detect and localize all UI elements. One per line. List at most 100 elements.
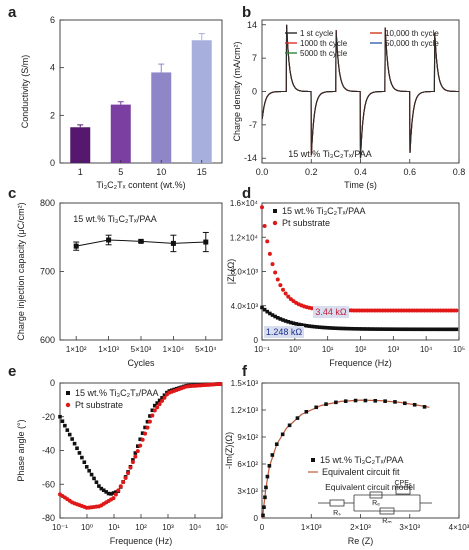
c-xtick-label: 1×10³: [98, 345, 119, 354]
d-point-0: [402, 327, 406, 332]
f-point: [324, 402, 328, 406]
d-point-0: [304, 323, 309, 328]
d-point-0: [399, 327, 404, 332]
d-point-1: [283, 291, 288, 296]
e-point-1: [152, 408, 157, 413]
d-point-0: [283, 319, 288, 323]
e-xtick-label: 10⁴: [189, 523, 202, 532]
f-circuit-title: Equivalent circuit model: [325, 482, 415, 492]
f-point: [261, 513, 265, 518]
d-point-0: [444, 327, 448, 332]
f-ytick-label: 9×10²: [237, 433, 258, 442]
d-point-1: [270, 262, 275, 267]
f-point: [412, 402, 417, 407]
f-xlabel: Re (Z): [348, 536, 374, 546]
d-point-0: [407, 327, 411, 332]
d-point-0: [420, 327, 425, 332]
c-point: [170, 240, 176, 246]
d-ytick-label: 1.6×10⁴: [230, 199, 259, 208]
d-legend-marker: [273, 209, 277, 213]
panel-label-e: e: [8, 363, 16, 380]
d-point-0: [430, 327, 435, 332]
e-xtick-label: 10⁵: [216, 523, 228, 532]
a-bar-1: [70, 127, 91, 163]
e-point-1: [145, 425, 150, 430]
e-xlabel: Frequence (Hz): [110, 536, 173, 546]
d-point-0: [328, 326, 333, 330]
e-ytick-label: -20: [42, 412, 55, 422]
panel-label-d: d: [242, 185, 251, 202]
d-point-0: [296, 322, 301, 327]
e-point-1: [121, 480, 126, 485]
f-legend-marker: [311, 458, 315, 462]
e-point-0: [65, 428, 70, 432]
e-point-0: [152, 403, 157, 408]
d-xlabel: Frequence (Hz): [329, 358, 392, 368]
e-ylabel: Phase angle (°): [16, 419, 26, 481]
a-xlabel: Ti₃C₂Tₓ content (wt.%): [96, 180, 185, 190]
f-point: [270, 453, 275, 457]
d-point-0: [339, 326, 343, 331]
e-point-0: [60, 419, 65, 424]
e-point-0: [114, 490, 118, 494]
d-point-1: [275, 277, 280, 282]
e-point-1: [135, 449, 140, 454]
f-point: [314, 405, 318, 410]
f-xtick-label: 3×10³: [399, 523, 420, 532]
d-xtick-label: 10⁵: [453, 345, 465, 354]
e-point-1: [130, 460, 135, 465]
d-point-0: [412, 327, 417, 332]
f-point: [353, 398, 358, 403]
f-resistor-rm: [379, 507, 395, 515]
e-point-1: [123, 475, 128, 480]
d-point-0: [262, 307, 267, 312]
e-point-0: [157, 398, 162, 403]
e-point-0: [87, 468, 91, 473]
e-point-0: [94, 480, 99, 485]
e-point-0: [70, 437, 74, 441]
d-point-1: [260, 205, 264, 210]
b-ytick-label: 7: [252, 53, 257, 63]
f-point: [383, 399, 387, 403]
e-point-0: [138, 437, 142, 442]
d-point-0: [370, 327, 375, 331]
e-point-1: [143, 431, 148, 436]
e-point-0: [82, 460, 87, 465]
c-xlabel: Cycles: [127, 358, 155, 368]
e-point-0: [80, 455, 84, 460]
d-point-0: [357, 327, 361, 331]
d-ylabel: |Z| (Ω): [226, 259, 236, 284]
e-xtick-label: 10¹: [108, 523, 120, 532]
c-annotation: 15 wt.% Ti₃C₂Tₓ/PAA: [73, 214, 156, 224]
d-point-0: [365, 327, 369, 331]
e-legend-marker: [66, 391, 70, 395]
b-ytick-label: -7: [249, 120, 257, 130]
a-xtick-label: 15: [197, 167, 207, 177]
e-point-0: [104, 490, 108, 494]
b-legend-label: 1000 th cycle: [300, 39, 348, 48]
e-point-0: [99, 486, 104, 491]
e-ytick-label: -60: [42, 479, 55, 489]
d-legend-label: 15 wt.% Ti₃C₂Tₓ/PAA: [282, 206, 365, 216]
d-point-0: [320, 325, 325, 330]
e-point-0: [131, 458, 135, 462]
f-point: [263, 495, 267, 500]
c-point: [73, 243, 79, 249]
e-point-1: [150, 413, 155, 418]
b-legend-label: 50,000 th cycle: [385, 39, 439, 48]
d-point-0: [454, 327, 459, 332]
e-legend-label: Pt substrate: [75, 400, 123, 410]
d-point-0: [425, 327, 430, 332]
d-ytick-label: 8.0×10³: [231, 268, 259, 277]
d-point-1: [267, 251, 272, 256]
f-ytick-label: 3×10²: [237, 487, 258, 496]
e-legend-label: 15 wt.% Ti₃C₂Tₓ/PAA: [75, 388, 158, 398]
f-circuit-label-rm: Rₘ: [382, 518, 391, 525]
e-point-0: [63, 423, 67, 428]
d-point-0: [449, 327, 453, 332]
e-point-0: [84, 465, 89, 469]
a-bar-15: [191, 40, 212, 164]
d-point-0: [286, 319, 291, 324]
d-point-0: [307, 324, 312, 328]
e-point-0: [77, 451, 82, 455]
